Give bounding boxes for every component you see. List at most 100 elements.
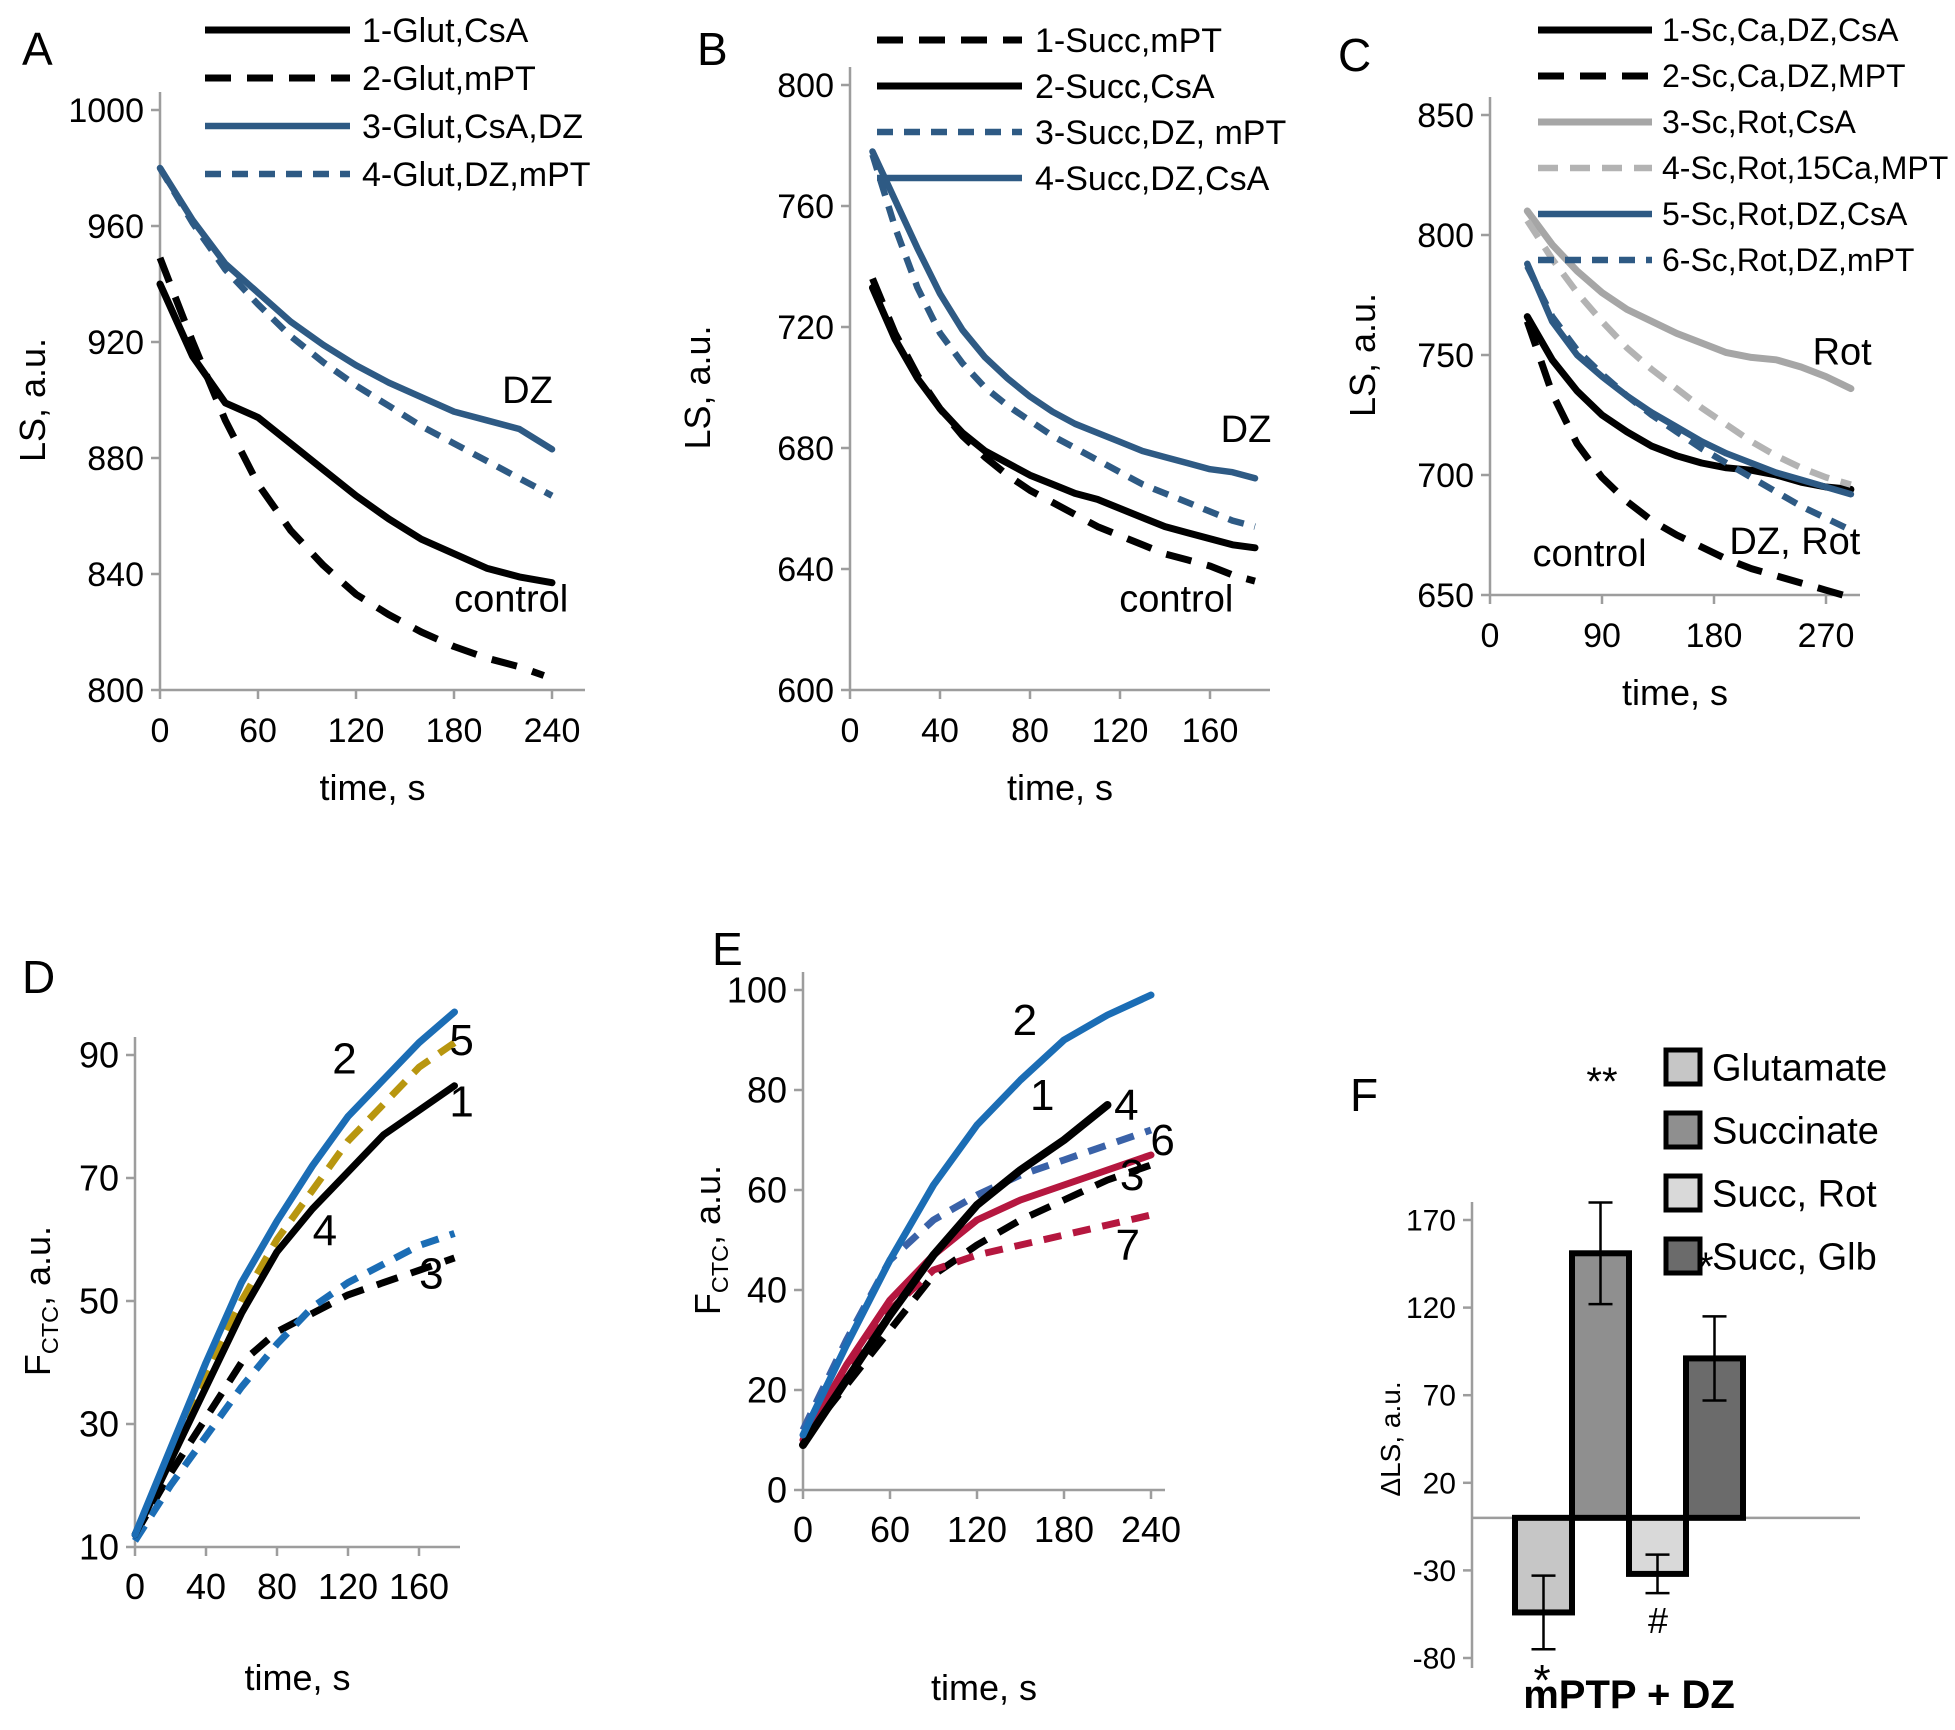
annotation: 4 (313, 1207, 337, 1256)
legend-label: 3-Sc,Rot,CsA (1662, 104, 1856, 140)
y-tick-label: 840 (87, 556, 144, 594)
x-axis-title: time, s (244, 1657, 350, 1698)
panel-a-letter: A (22, 23, 53, 75)
y-tick-label: 760 (777, 188, 834, 226)
annotation: DZ (1221, 409, 1272, 451)
y-tick-label: 850 (1417, 97, 1474, 135)
annotation: 4 (1114, 1081, 1138, 1130)
series-3-Succ,DZ, mPT (869, 153, 1256, 530)
panel-b: B 800 760 720 680 640 600 0 40 80 120 160 DZ control… (655, 0, 1305, 880)
y-tick-label: 170 (1406, 1205, 1456, 1238)
y-tick-label: 640 (777, 551, 834, 589)
x-axis-title: time, s (319, 767, 425, 808)
x-axis-title: mPTP + DZ (1523, 1673, 1735, 1717)
series-4-Succ,DZ,CsA (869, 148, 1259, 482)
bar-Glutamate (1512, 1514, 1575, 1616)
series-1-Sc,Ca,DZ,CsA (1523, 313, 1855, 493)
legend-label: Succ, Rot (1712, 1173, 1877, 1215)
legend-label: 3-Succ,DZ, mPT (1035, 114, 1286, 152)
legend-label: 4-Succ,DZ,CsA (1035, 160, 1270, 198)
x-tick-label: 0 (125, 1566, 145, 1607)
x-tick-label: 0 (841, 712, 860, 750)
y-tick-label: 0 (767, 1470, 787, 1511)
series-4 (132, 1230, 456, 1543)
y-tick-label: -30 (1413, 1555, 1456, 1588)
x-tick-label: 120 (328, 712, 385, 750)
legend-label: 4-Sc,Rot,15Ca,MPT (1662, 150, 1948, 186)
y-tick-label: 10 (79, 1527, 119, 1568)
legend-label: 2-Sc,Ca,DZ,MPT (1662, 58, 1906, 94)
legend-label: 6-Sc,Rot,DZ,mPT (1662, 242, 1914, 278)
y-tick-label: 40 (747, 1270, 787, 1311)
series-2-Succ,CsA (869, 284, 1259, 552)
panel-f-letter: F (1350, 1069, 1379, 1121)
y-tick-label: 700 (1417, 457, 1474, 495)
panel-d: D 90 70 50 30 10 0 40 80 120 160 2 5 1 4 3 time, s FCTC,… (0, 900, 660, 1730)
legend-label: Glutamate (1712, 1047, 1887, 1089)
y-tick-label: 100 (727, 970, 787, 1011)
panel-e-chart: 100 80 60 40 20 00 60 120 180 240 2 1 463 7 time, s FCT… (687, 970, 1181, 1708)
series-2-Glut,mPT (156, 256, 545, 679)
y-axis-title: ΔLS, a.u. (1375, 1381, 1406, 1496)
series-5-Sc,Rot,DZ,CsA (1524, 260, 1855, 498)
panel-a: A 1000 960 920 880 840 800 0 60 120 180 240 DZ contr… (0, 0, 650, 880)
legend-label: Succinate (1712, 1110, 1879, 1152)
panel-c-letter: C (1338, 29, 1372, 81)
x-tick-label: 60 (870, 1509, 910, 1550)
series-2 (799, 991, 1155, 1439)
x-tick-label: 80 (257, 1566, 297, 1607)
y-axis-title: FCTC, a.u. (17, 1226, 63, 1376)
legend-label: 1-Succ,mPT (1035, 22, 1222, 60)
series-3-Sc,Rot,CsA (1523, 207, 1855, 393)
y-tick-label: 50 (79, 1281, 119, 1322)
panel-b-letter: B (697, 23, 728, 75)
series-3-Glut,CsA,DZ (156, 164, 556, 453)
annotation: 7 (1116, 1221, 1140, 1270)
legend-label: 3-Glut,CsA,DZ (362, 108, 583, 146)
y-tick-label: -80 (1413, 1643, 1456, 1676)
y-tick-label: 960 (87, 208, 144, 246)
y-tick-label: 800 (777, 67, 834, 105)
y-tick-label: 20 (1423, 1467, 1456, 1500)
y-tick-label: 750 (1417, 337, 1474, 375)
annotation: # (1648, 1600, 1668, 1641)
x-tick-label: 180 (1034, 1509, 1094, 1550)
panel-e-letter: E (712, 923, 743, 975)
y-tick-label: 70 (1423, 1380, 1456, 1413)
x-axis-title: time, s (1622, 672, 1728, 713)
x-tick-label: 80 (1011, 712, 1049, 750)
annotation: DZ (502, 370, 553, 412)
y-tick-label: 880 (87, 440, 144, 478)
series-1 (131, 1082, 458, 1539)
annotation: 3 (419, 1250, 443, 1299)
series-1-Glut,CsA (156, 280, 556, 587)
x-tick-label: 180 (426, 712, 483, 750)
y-tick-label: 920 (87, 324, 144, 362)
x-tick-label: 240 (1121, 1509, 1181, 1550)
y-axis-title: LS, a.u. (677, 325, 718, 449)
series-4-Sc,Rot,15Ca,MPT (1524, 218, 1852, 488)
annotation: 2 (1013, 996, 1037, 1045)
legend-swatch (1663, 1047, 1703, 1087)
y-tick-label: 20 (747, 1370, 787, 1411)
series-2 (131, 1008, 458, 1539)
legend-swatch (1663, 1236, 1703, 1276)
y-tick-label: 650 (1417, 577, 1474, 615)
annotation: * (1533, 1656, 1550, 1705)
annotation: Rot (1813, 332, 1873, 374)
x-axis-title: time, s (1007, 767, 1113, 808)
x-tick-label: 0 (793, 1509, 813, 1550)
y-axis-title: LS, a.u. (12, 338, 53, 462)
series-6 (799, 1151, 1155, 1444)
annotation: ** (1586, 1060, 1617, 1104)
x-tick-label: 160 (1182, 712, 1239, 750)
y-tick-label: 1000 (68, 92, 144, 130)
legend-label: Succ, Glb (1712, 1236, 1877, 1278)
annotation: 1 (1030, 1071, 1054, 1120)
legend-swatch (1663, 1110, 1703, 1150)
annotation: DZ, Rot (1729, 521, 1860, 563)
x-tick-label: 160 (389, 1566, 449, 1607)
